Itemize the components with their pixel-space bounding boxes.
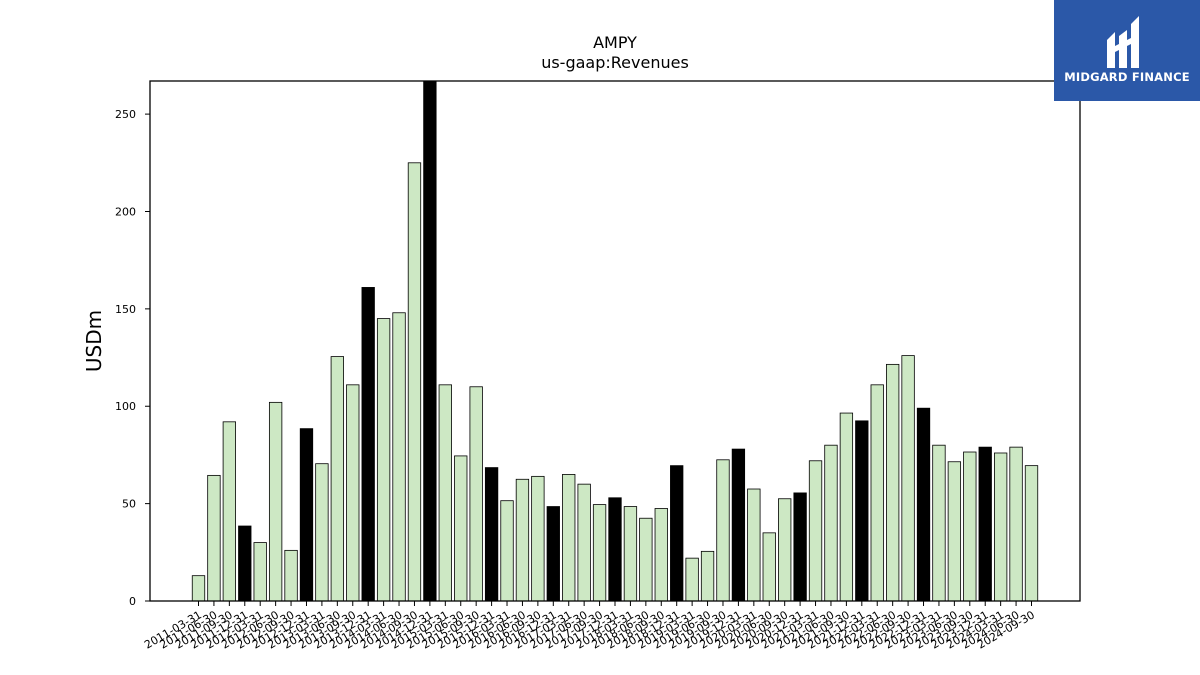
bar-2020-06-30 <box>762 532 776 602</box>
x-axis: 2011-03-312011-06-302011-09-302011-12-31… <box>142 601 1037 652</box>
bar-2020-03-31 <box>747 488 761 602</box>
y-tick-label: 200 <box>115 205 136 218</box>
midgard-logo-icon <box>1107 16 1139 68</box>
bar-2013-09-30 <box>346 384 360 602</box>
bar-2022-12-31 <box>916 407 931 602</box>
bar-2015-06-30 <box>454 455 468 602</box>
bar-2017-12-31 <box>608 497 622 602</box>
bar-2022-03-31 <box>870 384 884 602</box>
bar-2018-03-31 <box>623 506 638 602</box>
logo-text: MIDGARD FINANCE <box>1064 70 1190 84</box>
bar-2011-12-31 <box>238 525 252 602</box>
bar-2023-09-30 <box>963 451 977 602</box>
bar-2017-06-30 <box>577 483 591 602</box>
y-tick-label: 150 <box>115 303 136 316</box>
bar-2016-12-31 <box>546 506 560 602</box>
bar-2019-03-31 <box>685 557 699 602</box>
chart-title: AMPY <box>593 33 637 52</box>
y-tick-label: 250 <box>115 108 136 121</box>
bar-2014-09-30 <box>407 162 422 602</box>
bar-2012-09-30 <box>284 549 298 602</box>
y-tick-label: 100 <box>115 400 136 413</box>
bar-2019-12-31 <box>731 448 746 602</box>
y-tick-label: 0 <box>129 595 136 608</box>
bar-2017-09-30 <box>592 504 607 602</box>
bar-2021-03-31 <box>808 460 823 602</box>
bar-2022-09-30 <box>901 355 915 602</box>
bar-2024-03-31 <box>994 452 1008 602</box>
bar-2023-06-30 <box>947 461 962 602</box>
bar-2017-03-31 <box>562 474 576 602</box>
bar-2016-06-30 <box>515 478 530 602</box>
bar-2011-09-30 <box>222 421 237 602</box>
bar-2016-09-30 <box>531 475 545 602</box>
bar-2021-06-30 <box>824 444 838 602</box>
bar-2020-12-31 <box>793 492 807 602</box>
bar-2018-12-31 <box>670 465 684 602</box>
bar-2012-12-31 <box>299 428 314 602</box>
bar-2020-09-30 <box>778 498 792 602</box>
y-axis-label: USDm <box>82 310 106 372</box>
bar-2023-12-31 <box>978 446 992 602</box>
chart-subtitle: us-gaap:Revenues <box>541 53 689 72</box>
y-tick-label: 50 <box>122 498 136 511</box>
bar-2016-03-31 <box>500 500 514 602</box>
plot-frame <box>149 80 1081 602</box>
bar-2014-12-31 <box>423 80 437 602</box>
midgard-finance-logo: MIDGARD FINANCE <box>1054 0 1200 101</box>
bar-2024-09-30 <box>1024 465 1039 602</box>
bar-2012-06-30 <box>268 401 283 602</box>
bar-2011-03-31 <box>191 575 206 602</box>
bar-2022-06-30 <box>886 363 900 602</box>
bar-2014-03-31 <box>376 318 391 602</box>
bar-2012-03-31 <box>253 542 267 602</box>
bar-2013-12-31 <box>361 287 375 602</box>
bar-2015-12-31 <box>484 467 499 602</box>
bar-2024-06-30 <box>1009 446 1023 602</box>
y-axis: 0 50 100 150 200 250 <box>115 108 150 608</box>
bar-2023-03-31 <box>932 444 946 602</box>
bar-2018-09-30 <box>654 508 668 602</box>
bar-2013-03-31 <box>315 463 329 602</box>
bar-2014-06-30 <box>392 312 406 602</box>
bar-2011-06-30 <box>207 474 221 602</box>
bar-2013-06-30 <box>330 356 344 602</box>
bars-group <box>191 80 1039 602</box>
bar-2018-06-30 <box>639 517 653 602</box>
bar-2019-06-30 <box>700 550 715 602</box>
bar-2019-09-30 <box>716 459 730 602</box>
bar-2021-09-30 <box>839 412 854 602</box>
bar-2021-12-31 <box>855 420 869 602</box>
bar-2015-09-30 <box>469 386 483 602</box>
bar-2015-03-31 <box>438 384 452 602</box>
